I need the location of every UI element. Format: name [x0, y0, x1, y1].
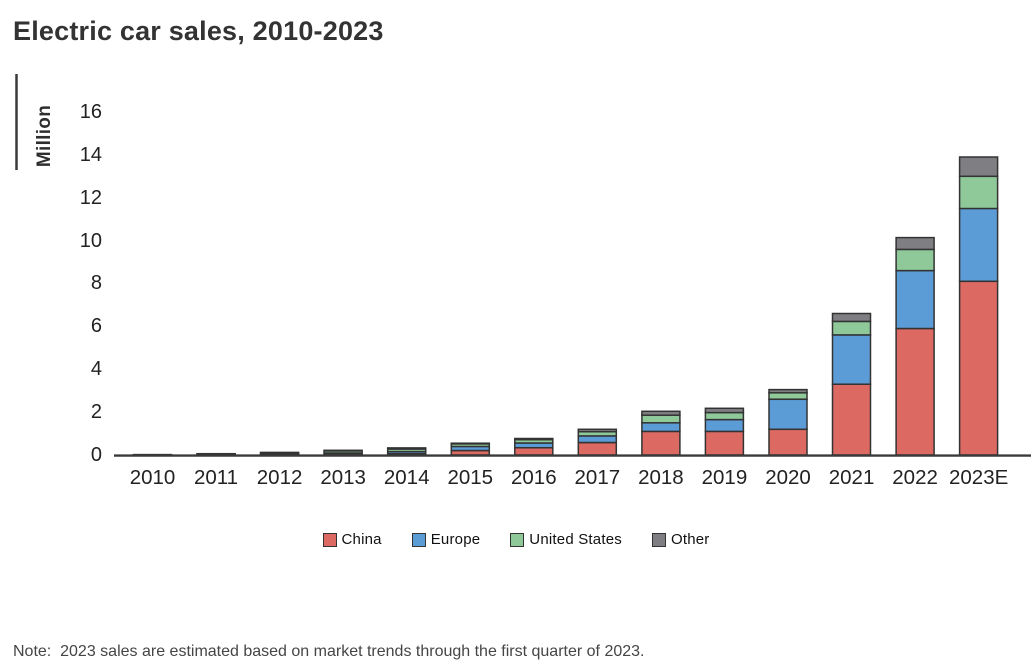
bar-segment-other-2013 [323, 449, 363, 452]
legend-swatch-united-states [510, 532, 525, 547]
legend-label-europe: Europe [430, 531, 481, 548]
bar-segment-china-2017 [577, 441, 618, 456]
x-label-2016: 2016 [510, 466, 557, 489]
y-tick-8: 8 [90, 272, 102, 295]
bar-segment-united-states-2023E [958, 175, 999, 210]
x-label-2011: 2011 [194, 466, 239, 489]
legend-item-united-states: United States [510, 531, 622, 548]
x-label-2022: 2022 [892, 466, 938, 489]
bar-segment-europe-2020 [768, 398, 808, 431]
bar-segment-united-states-2018 [641, 414, 681, 424]
bar-segment-other-2021 [831, 312, 872, 323]
x-label-2018: 2018 [638, 466, 684, 489]
bar-segment-other-2020 [768, 388, 808, 394]
bar-segment-united-states-2020 [768, 392, 808, 400]
x-label-2023E: 2023E [949, 466, 1009, 489]
bar-segment-other-2019 [704, 407, 745, 414]
bar-segment-other-2022 [895, 236, 935, 251]
y-tick-12: 12 [79, 186, 102, 209]
bar-segment-china-2016 [514, 446, 554, 456]
chart-title: Electric car sales, 2010-2023 [13, 16, 384, 46]
x-label-2013: 2013 [320, 466, 366, 489]
bar-segment-europe-2017 [577, 435, 618, 444]
bar-segment-europe-2019 [704, 418, 745, 433]
legend-swatch-europe [411, 532, 426, 547]
y-tick-0: 0 [90, 444, 102, 466]
y-tick-14: 14 [79, 143, 102, 166]
bar-segment-china-2022 [895, 327, 935, 456]
y-tick-16: 16 [79, 100, 102, 123]
x-label-2021: 2021 [828, 466, 875, 489]
legend-item-other: Other [651, 531, 710, 548]
x-label-2010: 2010 [129, 466, 176, 489]
legend-swatch-china [322, 532, 337, 547]
x-label-2014: 2014 [383, 466, 430, 489]
legend-label-other: Other [670, 531, 710, 548]
y-tick-4: 4 [90, 358, 102, 381]
x-label-2015: 2015 [447, 466, 494, 489]
legend-label-united-states: United States [529, 531, 622, 548]
x-label-2012: 2012 [256, 466, 303, 489]
bar-segment-china-2021 [831, 383, 872, 456]
bar-segment-europe-2022 [895, 269, 935, 330]
legend-swatch-other [651, 532, 666, 547]
y-tick-10: 10 [79, 229, 102, 252]
bar-segment-europe-2023E [958, 207, 999, 283]
bar-segment-united-states-2022 [895, 248, 935, 272]
bar-segment-europe-2021 [831, 334, 872, 385]
bar-segment-other-2018 [641, 410, 681, 416]
bar-segment-china-2019 [704, 430, 745, 456]
x-label-2020: 2020 [765, 466, 811, 489]
bar-segment-united-states-2019 [704, 411, 745, 421]
note-text: Note: 2023 sales are estimated based on … [13, 643, 645, 660]
bar-segment-other-2014 [386, 447, 427, 450]
bar-segment-other-2016 [514, 437, 554, 441]
bar-segment-other-2017 [577, 428, 618, 433]
bar-segment-other-2023E [958, 156, 999, 178]
legend: China Europe United States Other [0, 531, 1032, 548]
bar-segment-china-2023E [958, 280, 999, 456]
bar-segment-europe-2018 [641, 422, 681, 433]
bar-segment-other-2015 [450, 442, 491, 445]
bar-segment-china-2020 [768, 428, 808, 456]
y-tick-6: 6 [90, 315, 102, 338]
y-tick-2: 2 [90, 401, 102, 424]
legend-item-europe: Europe [411, 531, 481, 548]
legend-label-china: China [341, 531, 382, 548]
x-label-2017: 2017 [574, 466, 621, 489]
x-label-2019: 2019 [701, 466, 748, 489]
legend-item-china: China [322, 531, 382, 548]
bar-segment-china-2018 [641, 430, 681, 456]
footnote-block: Note: 2023 sales are estimated based on … [13, 597, 644, 665]
bar-segment-united-states-2021 [831, 320, 872, 336]
